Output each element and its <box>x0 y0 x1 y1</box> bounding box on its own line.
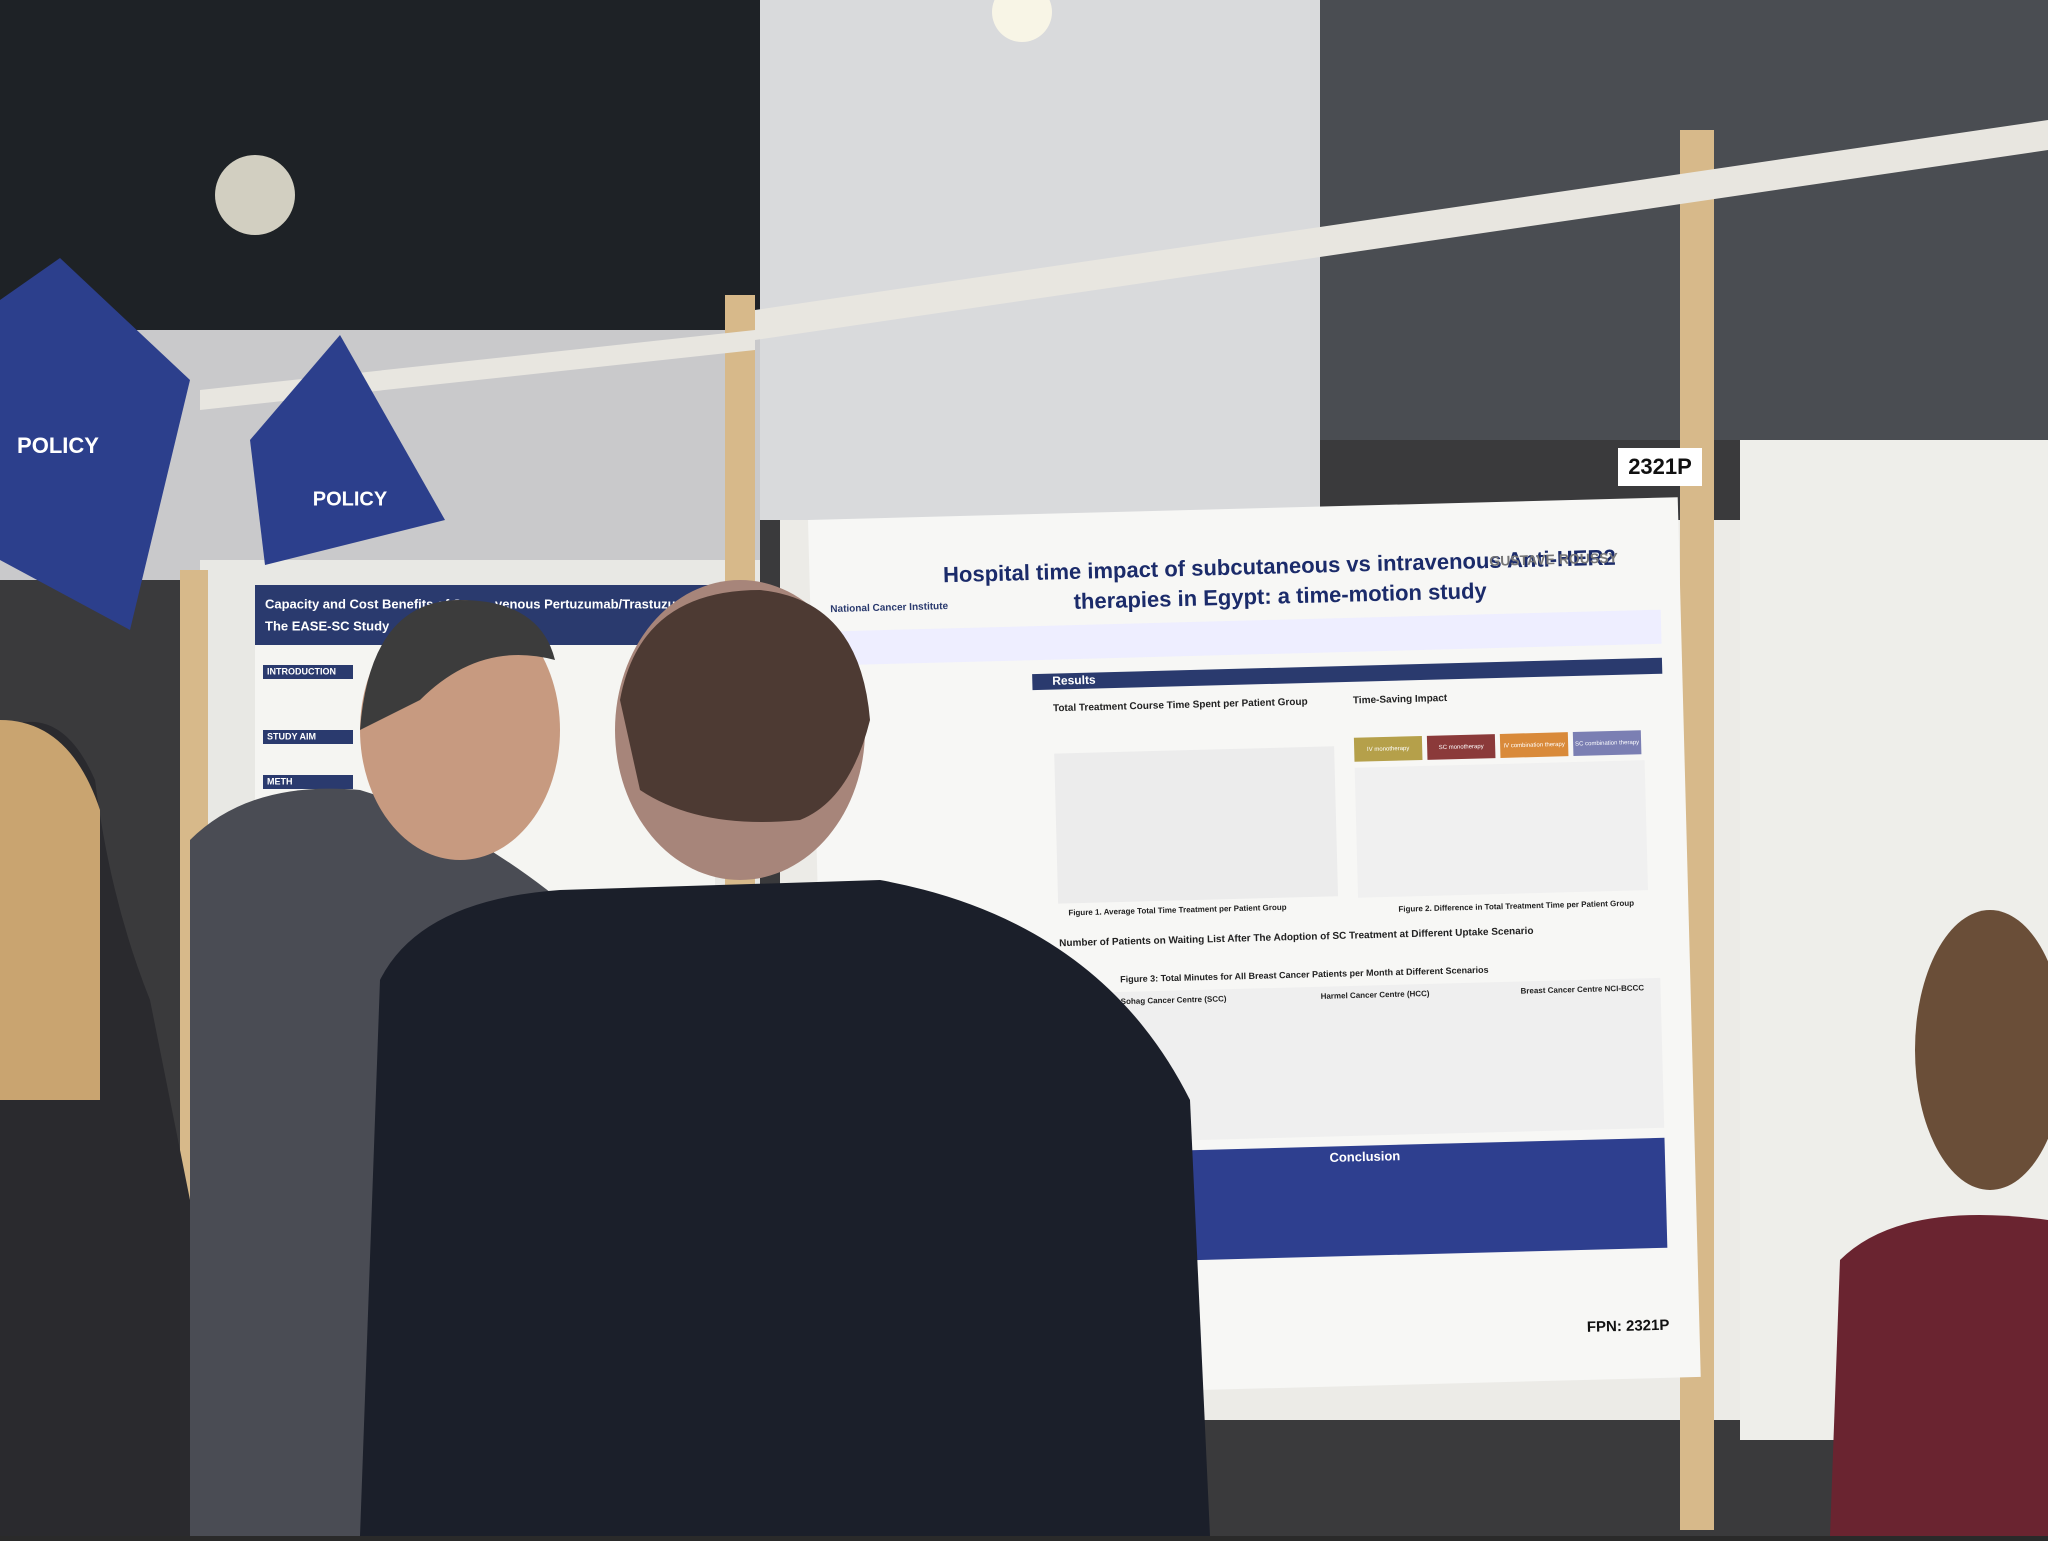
figure-area <box>1054 746 1339 904</box>
section-title: INTRODUCTION <box>267 666 336 676</box>
section-title: Conclusion <box>1329 1148 1400 1165</box>
poster-subtitle: The EASE-SC Study <box>265 618 390 633</box>
legend-box <box>1572 730 1642 757</box>
section-title: METH <box>267 776 293 786</box>
legend-label: SC combination therapy <box>1575 740 1639 748</box>
legend-label: IV combination therapy <box>1503 742 1565 750</box>
person-back <box>360 880 1210 1536</box>
board-number: 2321P <box>1628 454 1692 479</box>
figure-area <box>1060 977 1665 1144</box>
sign-text: POLICY <box>313 488 388 510</box>
sign-text: POLICY <box>17 433 99 458</box>
heading: Time-Saving Impact <box>1353 693 1448 706</box>
fpn: FPN: 2321P <box>1587 1317 1670 1336</box>
hair <box>0 720 100 1100</box>
section-title: Results <box>1052 673 1096 688</box>
lamp <box>215 155 295 235</box>
legend-label: IV monotherapy <box>1367 746 1410 753</box>
sign <box>250 335 445 565</box>
legend-label: SC monotherapy <box>1439 744 1484 751</box>
lamp <box>992 0 1052 42</box>
beam <box>755 120 2048 340</box>
authors-band <box>830 609 1662 666</box>
legend-box <box>1426 734 1496 760</box>
poster-title: Capacity and Cost Benefits of S <box>265 596 462 611</box>
section-bar <box>263 665 353 679</box>
figure-area <box>1354 760 1648 898</box>
hair <box>620 590 870 822</box>
poster-title: venous Pertuzumab/Trastuzumab: <box>495 596 707 611</box>
section-bar <box>263 775 353 789</box>
centre-label: Sohag Cancer Centre (SCC) <box>1121 994 1227 1006</box>
legend-box <box>1353 736 1423 762</box>
hair <box>360 600 555 730</box>
centre-label: Harmel Cancer Centre (HCC) <box>1321 989 1430 1001</box>
conclusion-box <box>1124 1137 1668 1262</box>
board-tag <box>1618 448 1702 486</box>
legend-box <box>1499 732 1569 758</box>
window-area <box>0 0 760 330</box>
hair <box>1915 910 2048 1190</box>
sign <box>0 258 190 630</box>
logo-text: National Cancer Institute <box>830 601 948 615</box>
section-bar <box>263 730 353 744</box>
person-right <box>1830 1215 2048 1536</box>
section-bar <box>1032 657 1663 691</box>
centre-label: Breast Cancer Centre NCI-BCCC <box>1520 983 1644 995</box>
logo-text: GUSTAVE ROUSSY <box>1489 550 1619 569</box>
section-title: STUDY AIM <box>267 731 316 741</box>
